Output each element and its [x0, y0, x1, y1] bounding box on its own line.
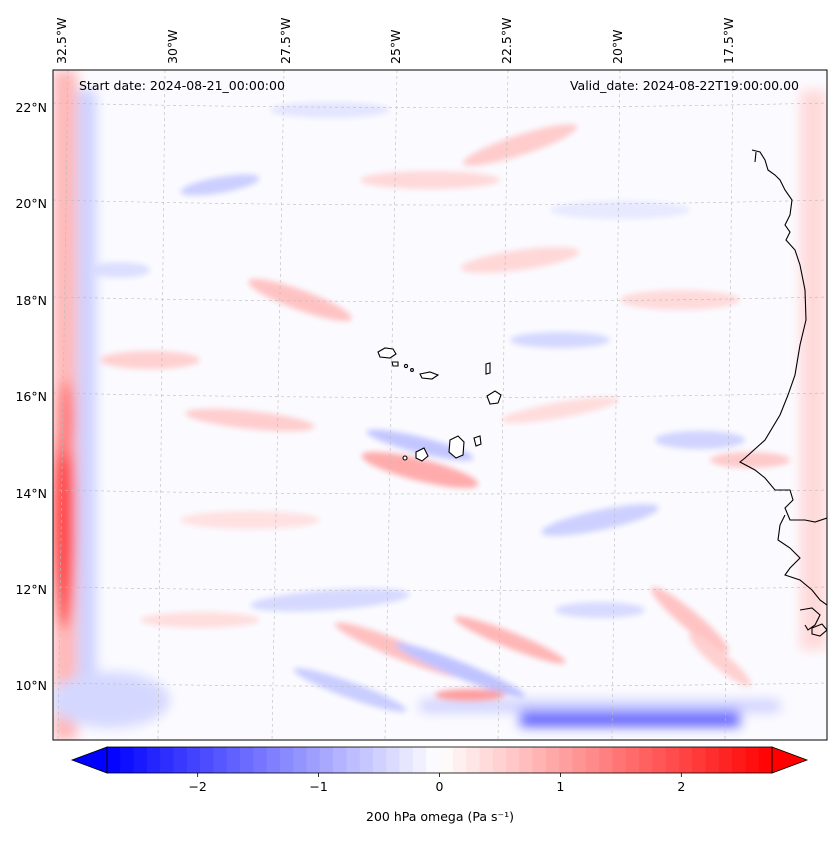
colorbar-cell	[745, 747, 760, 773]
colorbar-cell	[107, 747, 121, 773]
colorbar-cell	[625, 747, 640, 773]
colorbar-low-extension	[70, 746, 108, 774]
colorbar-cell	[585, 747, 600, 773]
colorbar-cell	[718, 747, 733, 773]
colorbar-cell	[333, 747, 347, 773]
colorbar-cell	[559, 747, 574, 773]
colorbar-cell	[572, 747, 587, 773]
colorbar-cell	[612, 747, 627, 773]
colorbar-cell	[678, 747, 693, 773]
plot-frame	[52, 69, 828, 741]
coastline	[739, 149, 827, 637]
colorbar-cell	[306, 747, 321, 773]
colorbar-cell	[253, 747, 268, 773]
lat-label: 18°N	[15, 293, 47, 308]
lat-label: 12°N	[15, 582, 47, 597]
colorbar-cell	[692, 747, 707, 773]
colorbar-cell	[146, 747, 161, 773]
colorbar-cell	[226, 747, 241, 773]
latitude-labels: 22°N 20°N 18°N 16°N 14°N 12°N 10°N	[15, 100, 47, 693]
cape-verde-islands	[377, 347, 502, 462]
colorbar-cell	[346, 747, 361, 773]
colorbar-cell	[758, 747, 773, 773]
longitude-labels: 32.5°W 30°W 27.5°W 25°W 22.5°W 20°W 17.5…	[54, 18, 736, 64]
lat-label: 10°N	[15, 678, 47, 693]
colorbar-cell	[479, 747, 494, 773]
lon-label: 17.5°W	[721, 18, 736, 64]
colorbar-cell	[506, 747, 520, 773]
lat-label: 20°N	[15, 196, 47, 211]
colorbar-cells	[107, 747, 773, 773]
colorbar-cell	[359, 747, 374, 773]
colorbar-cell	[160, 747, 175, 773]
colorbar-cell	[732, 747, 746, 773]
lon-label: 25°W	[388, 29, 403, 64]
colorbar-high-extension	[771, 746, 809, 774]
colorbar-cell	[426, 747, 441, 773]
colorbar-tick-label: 1	[556, 779, 564, 794]
colorbar-cell	[173, 747, 188, 773]
colorbar-cell	[665, 747, 680, 773]
lat-label: 14°N	[15, 486, 47, 501]
valid-date-label: Valid_date: 2024-08-22T19:00:00.00	[570, 78, 799, 93]
colorbar-cell	[399, 747, 414, 773]
lon-label: 30°W	[165, 29, 180, 64]
omega-field	[53, 70, 827, 740]
colorbar-cell	[133, 747, 148, 773]
colorbar-tick-label: −2	[188, 779, 206, 794]
colorbar-cell	[293, 747, 308, 773]
colorbar-cell	[532, 747, 547, 773]
colorbar-cell	[319, 747, 334, 773]
colorbar-tick-label: 2	[677, 779, 685, 794]
colorbar-cell	[466, 747, 480, 773]
colorbar-cell	[120, 747, 135, 773]
lon-label: 20°W	[610, 29, 625, 64]
colorbar-cell	[439, 747, 454, 773]
colorbar-cell	[279, 747, 294, 773]
colorbar-cell	[599, 747, 613, 773]
colorbar-cell	[705, 747, 720, 773]
colorbar-cell	[266, 747, 281, 773]
colorbar-cell	[452, 747, 467, 773]
colorbar-cell	[373, 747, 387, 773]
colorbar-cell	[492, 747, 507, 773]
graticule	[53, 70, 827, 740]
colorbar-cell	[412, 747, 427, 773]
lon-label: 27.5°W	[278, 18, 293, 64]
lat-label: 16°N	[15, 389, 47, 404]
colorbar-tick-label: 0	[436, 779, 444, 794]
colorbar-cell	[545, 747, 560, 773]
colorbar-cell	[386, 747, 401, 773]
colorbar-tick-label: −1	[309, 779, 327, 794]
colorbar-cell	[519, 747, 534, 773]
lat-label: 22°N	[15, 100, 47, 115]
colorbar-ticks: −2 −1 0 1 2	[188, 773, 685, 794]
colorbar-cell	[213, 747, 228, 773]
colorbar-label: 200 hPa omega (Pa s⁻¹)	[366, 809, 514, 824]
colorbar-cell	[652, 747, 667, 773]
colorbar: −2 −1 0 1 2 200 hPa omega (Pa s⁻¹)	[70, 746, 809, 824]
colorbar-cell	[240, 747, 254, 773]
lon-label: 32.5°W	[54, 18, 69, 64]
colorbar-cell	[200, 747, 214, 773]
colorbar-cell	[639, 747, 653, 773]
colorbar-cell	[186, 747, 201, 773]
start-date-label: Start date: 2024-08-21_00:00:00	[79, 78, 285, 93]
lon-label: 22.5°W	[499, 18, 514, 64]
